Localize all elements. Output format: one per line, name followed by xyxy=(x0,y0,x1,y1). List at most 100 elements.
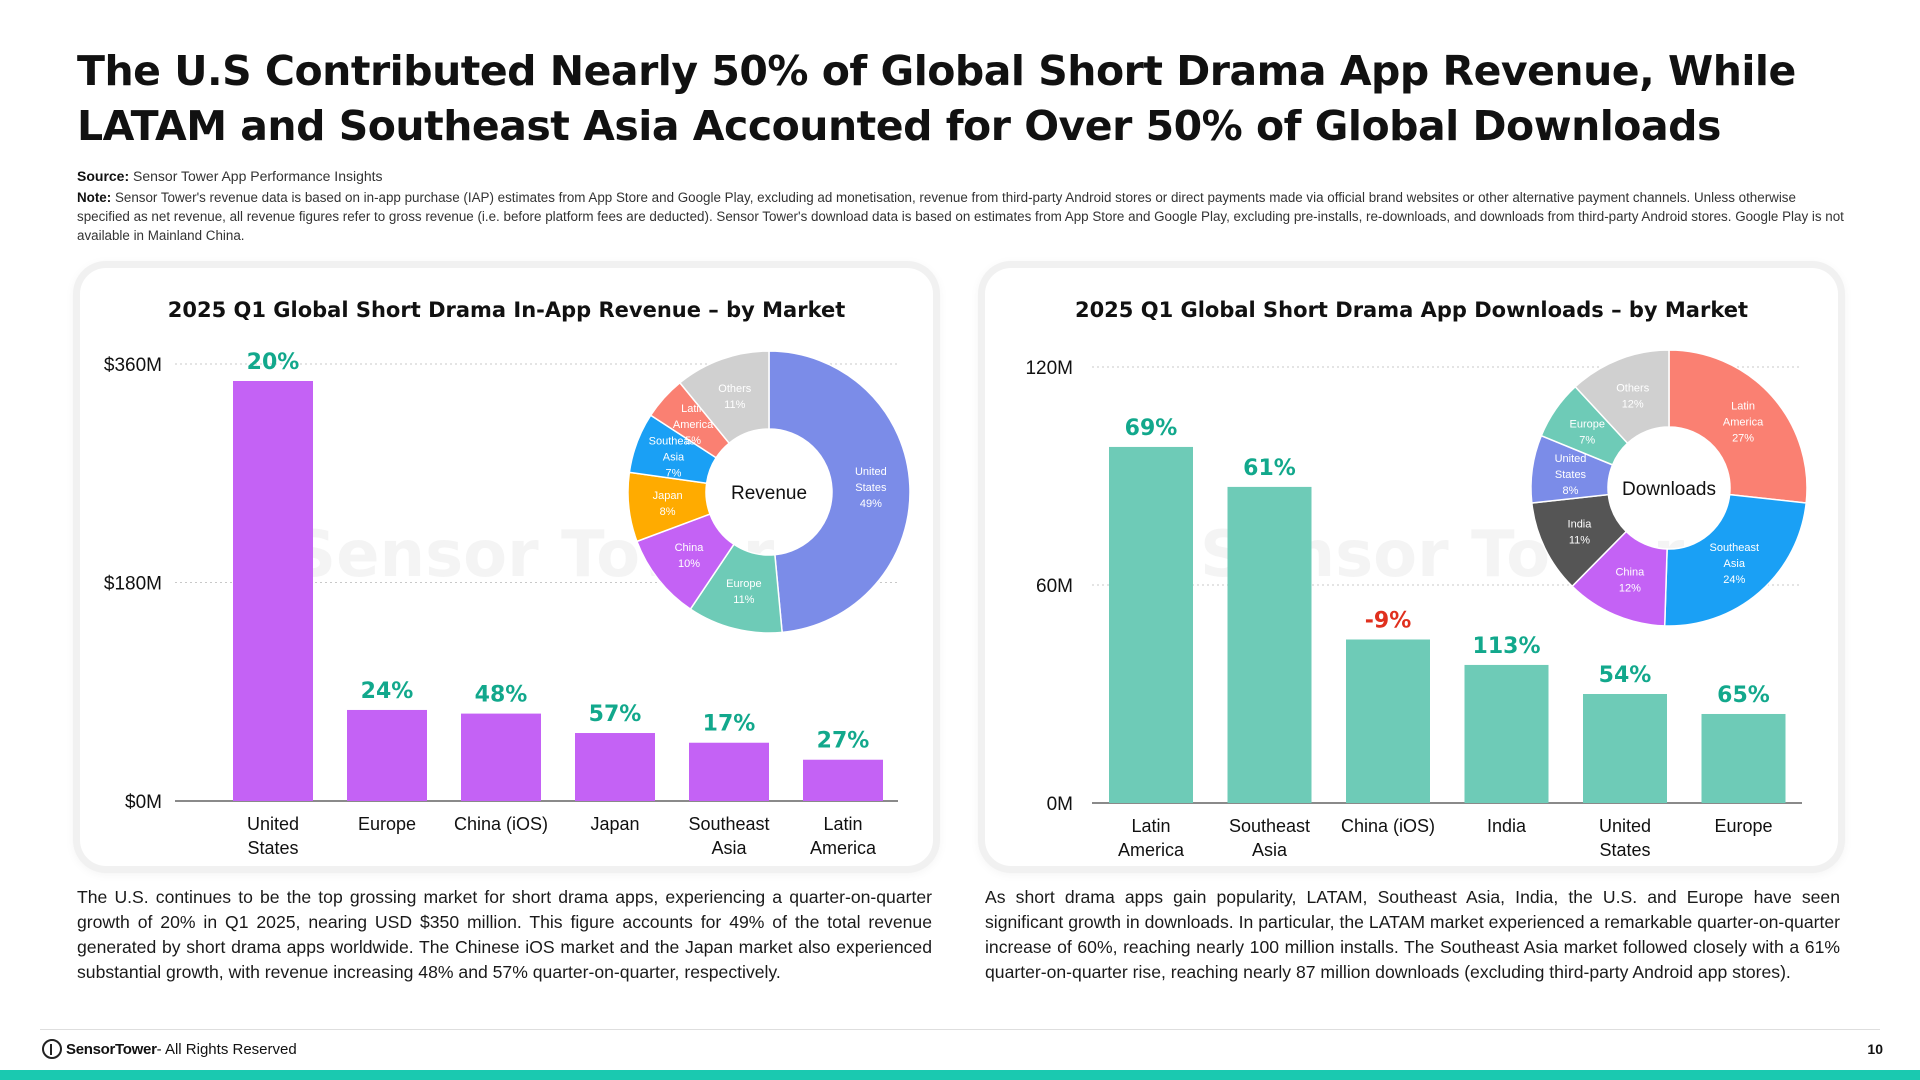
bar-growth-label: 17% xyxy=(703,712,756,737)
x-tick-label: America xyxy=(1118,840,1185,860)
donut-center-label: Revenue xyxy=(731,483,807,504)
bar xyxy=(1346,639,1430,803)
x-tick-label: Latin xyxy=(1131,816,1170,836)
x-tick-label: States xyxy=(247,838,298,858)
bottom-accent-bar xyxy=(0,1070,1920,1080)
x-tick-label: Asia xyxy=(711,838,747,858)
donut-slice xyxy=(768,350,911,634)
donut-slice-label: 12% xyxy=(1619,582,1641,594)
y-tick-label: 60M xyxy=(1036,576,1073,597)
donut-slice xyxy=(678,350,770,445)
donut-slice-label: India xyxy=(1568,518,1593,530)
donut-slice-label: Asia xyxy=(663,451,685,463)
donut-slice-label: 8% xyxy=(1563,485,1579,497)
bar xyxy=(233,380,313,801)
donut-slice-label: Latin xyxy=(1731,401,1755,413)
donut-slice-label: Others xyxy=(1616,382,1650,394)
x-tick-label: Southeast xyxy=(1229,816,1310,836)
donut-slice-label: 8% xyxy=(660,506,676,518)
y-tick-label: 0M xyxy=(1047,794,1073,815)
page-title: The U.S Contributed Nearly 50% of Global… xyxy=(77,47,1796,150)
note-label: Note: xyxy=(77,190,112,205)
donut-slice-label: 7% xyxy=(1579,434,1595,446)
donut-slice-label: 5% xyxy=(685,435,701,447)
revenue-chart-title: 2025 Q1 Global Short Drama In-App Revenu… xyxy=(167,298,846,322)
donut-slice-label: States xyxy=(855,482,887,494)
downloads-chart: 0M 60M 120M 69% Latin America 61% Southeast Asia… xyxy=(1025,349,1808,860)
donut-slice-label: America xyxy=(673,419,714,431)
revenue-commentary: The U.S. continues to be the top grossin… xyxy=(77,887,932,982)
bar xyxy=(1583,694,1667,803)
bar-growth-label: 24% xyxy=(361,679,414,704)
y-tick-label: $360M xyxy=(104,355,162,376)
bar-growth-label: 69% xyxy=(1125,416,1178,441)
donut-slice-label: 11% xyxy=(733,594,754,606)
bar xyxy=(461,713,541,801)
bar-growth-label: 27% xyxy=(817,729,870,754)
downloads-chart-panel: Sensor Tower 2025 Q1 Global Short Drama … xyxy=(985,268,1838,866)
x-tick-label: Asia xyxy=(1252,840,1288,860)
y-tick-label: $180M xyxy=(104,574,162,595)
donut-slice-label: Asia xyxy=(1724,558,1746,570)
x-tick-label: India xyxy=(1487,816,1527,836)
page-number: 10 xyxy=(1867,1041,1883,1057)
donut-slice-label: China xyxy=(1615,566,1645,578)
note-block: Note: Sensor Tower's revenue data is bas… xyxy=(77,188,1847,245)
donut-slice xyxy=(1663,493,1808,627)
donut-slice-label: 11% xyxy=(724,399,745,411)
bar-growth-label: 57% xyxy=(589,702,642,727)
x-tick-label: Japan xyxy=(590,814,639,834)
revenue-chart-panel: Sensor Tower 2025 Q1 Global Short Drama … xyxy=(80,268,933,866)
bar-growth-label: 20% xyxy=(247,350,300,375)
footer-rights: - All Rights Reserved xyxy=(156,1040,297,1058)
source-text: Sensor Tower App Performance Insights xyxy=(133,168,383,184)
x-tick-label: China (iOS) xyxy=(454,814,548,834)
donut-slice-label: Others xyxy=(718,383,752,395)
x-tick-label: China (iOS) xyxy=(1341,816,1435,836)
x-tick-label: States xyxy=(1599,840,1650,860)
x-tick-label: America xyxy=(810,838,877,858)
bar-growth-label: -9% xyxy=(1365,609,1411,634)
bar-growth-label: 54% xyxy=(1599,663,1652,688)
bar xyxy=(689,742,769,801)
downloads-commentary: As short drama apps gain popularity, LAT… xyxy=(985,887,1840,982)
donut-slice-label: Europe xyxy=(1570,418,1605,430)
donut-slice-label: America xyxy=(1723,417,1764,429)
footer-divider xyxy=(40,1029,1880,1030)
donut-slice-label: United xyxy=(1555,453,1587,465)
revenue-chart: $0M $180M $360M 20% United States 24% Europe 48%… xyxy=(104,350,911,858)
donut-slice-label: 49% xyxy=(860,498,882,510)
bar-growth-label: 61% xyxy=(1243,456,1296,481)
bar xyxy=(803,759,883,801)
bar xyxy=(1227,486,1312,803)
y-tick-label: 120M xyxy=(1025,358,1073,379)
bar xyxy=(347,709,427,801)
x-tick-label: Europe xyxy=(358,814,416,834)
donut-slice-label: 10% xyxy=(678,558,700,570)
donut-slice-label: Japan xyxy=(653,490,683,502)
donut-slice-label: States xyxy=(1555,469,1587,481)
bar xyxy=(575,733,655,801)
x-tick-label: Latin xyxy=(823,814,862,834)
donut-slice-label: Southeast xyxy=(1709,542,1759,554)
note-text: Sensor Tower's revenue data is based on … xyxy=(77,190,1844,243)
donut-center-label: Downloads xyxy=(1622,479,1716,500)
donut-slice xyxy=(1668,349,1808,504)
bar-growth-label: 113% xyxy=(1473,634,1541,659)
downloads-chart-title: 2025 Q1 Global Short Drama App Downloads… xyxy=(1074,298,1749,322)
x-tick-label: United xyxy=(247,814,299,834)
y-tick-label: $0M xyxy=(125,792,162,813)
source-line: Source: Sensor Tower App Performance Ins… xyxy=(77,168,383,184)
donut-slice xyxy=(1574,349,1670,445)
x-tick-label: Europe xyxy=(1714,816,1772,836)
donut-slice-label: 24% xyxy=(1723,574,1745,586)
source-label: Source: xyxy=(77,168,130,184)
donut-slice-label: 11% xyxy=(1569,534,1590,546)
footer-brand: SensorTower xyxy=(66,1040,157,1058)
bar xyxy=(1109,446,1193,803)
bar-growth-label: 48% xyxy=(475,683,528,708)
bar xyxy=(1464,664,1549,803)
donut-slice-label: China xyxy=(675,542,705,554)
donut-slice-label: Europe xyxy=(726,578,761,590)
bar-growth-label: 65% xyxy=(1717,683,1770,708)
